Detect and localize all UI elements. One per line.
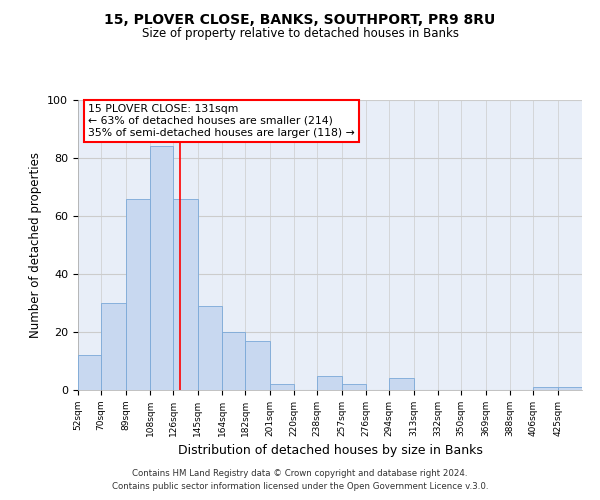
Text: 15 PLOVER CLOSE: 131sqm
← 63% of detached houses are smaller (214)
35% of semi-d: 15 PLOVER CLOSE: 131sqm ← 63% of detache… [88, 104, 355, 138]
Bar [269, 384, 294, 390]
Bar [78, 355, 101, 390]
Bar [317, 376, 341, 390]
Bar [341, 384, 366, 390]
Bar [557, 387, 582, 390]
Bar [389, 378, 413, 390]
Text: Size of property relative to detached houses in Banks: Size of property relative to detached ho… [142, 28, 458, 40]
Bar [150, 146, 173, 390]
Text: 15, PLOVER CLOSE, BANKS, SOUTHPORT, PR9 8RU: 15, PLOVER CLOSE, BANKS, SOUTHPORT, PR9 … [104, 12, 496, 26]
Text: Contains public sector information licensed under the Open Government Licence v.: Contains public sector information licen… [112, 482, 488, 491]
Bar [245, 340, 269, 390]
Bar [125, 198, 150, 390]
Text: Contains HM Land Registry data © Crown copyright and database right 2024.: Contains HM Land Registry data © Crown c… [132, 468, 468, 477]
Y-axis label: Number of detached properties: Number of detached properties [29, 152, 42, 338]
X-axis label: Distribution of detached houses by size in Banks: Distribution of detached houses by size … [178, 444, 482, 458]
Bar [222, 332, 245, 390]
Bar [101, 303, 125, 390]
Bar [173, 198, 197, 390]
Bar [197, 306, 222, 390]
Bar [533, 387, 557, 390]
